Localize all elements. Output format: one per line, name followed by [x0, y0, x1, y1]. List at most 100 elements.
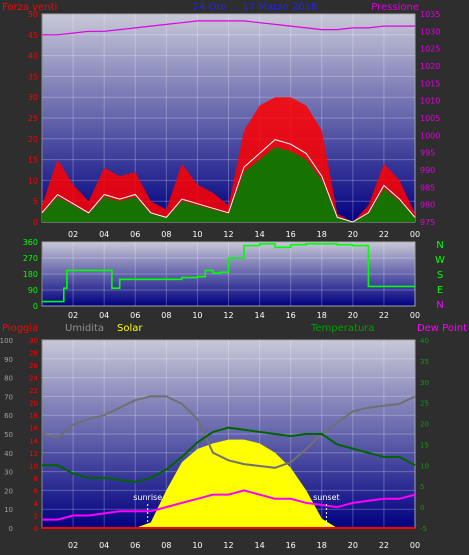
rain-tick-label: 22 — [29, 387, 38, 395]
humidity-series — [41, 395, 416, 469]
x-tick-label: 02 — [68, 541, 78, 550]
pressure-tick-label: 1010 — [420, 97, 440, 106]
x-tick-label: 14 — [254, 230, 264, 239]
pressure-tick-label: 1000 — [420, 131, 440, 140]
temperature-tick-label: 40 — [420, 337, 429, 345]
x-tick-label: 06 — [130, 541, 140, 550]
pressure-tick-label: 975 — [420, 218, 435, 227]
x-tick-label: 08 — [161, 541, 171, 550]
wind-tick-label: 10 — [28, 176, 38, 185]
x-tick-label: 18 — [317, 230, 327, 239]
wind-average-series — [42, 147, 415, 222]
x-tick-label: 04 — [99, 230, 109, 239]
x-tick-label: 16 — [286, 541, 296, 550]
x-tick-label: 14 — [254, 311, 264, 320]
temperature-tick-label: 5 — [420, 483, 424, 491]
rain-axis-label: Pioggia — [2, 323, 38, 334]
x-tick-label: 16 — [286, 311, 296, 320]
wind-tick-label: 45 — [28, 31, 38, 40]
x-tick-label: 02 — [68, 230, 78, 239]
x-tick-label: 18 — [317, 541, 327, 550]
x-tick-label: 12 — [223, 311, 233, 320]
x-tick-label: 04 — [99, 541, 109, 550]
x-tick-label: 20 — [348, 541, 358, 550]
wind-tick-label: 15 — [28, 156, 38, 165]
humidity-axis-label: Umidita — [65, 323, 104, 334]
wind-direction-series — [42, 243, 415, 303]
wind-tick-label: 5 — [33, 197, 38, 206]
pressure-series — [42, 20, 415, 36]
compass-label: W — [435, 255, 445, 266]
chart-title: 24 Ore ... 17 Marzo 2018 — [193, 2, 317, 13]
pressure-tick-label: 1030 — [420, 27, 440, 36]
pressure-axis-label: Pressione — [371, 2, 419, 13]
temperature-tick-label: 35 — [420, 358, 429, 366]
rain-tick-label: 8 — [34, 475, 38, 483]
solar-axis-label: Solar — [117, 323, 143, 334]
humidity-tick-label: 90 — [4, 356, 13, 364]
pressure-tick-label: 1035 — [420, 10, 440, 19]
x-tick-label: 06 — [130, 230, 140, 239]
wind-tick-label: 20 — [28, 135, 38, 144]
rain-tick-label: 30 — [29, 337, 38, 345]
pressure-tick-label: 985 — [420, 183, 435, 192]
x-tick-label: 12 — [223, 541, 233, 550]
pressure-tick-label: 990 — [420, 166, 435, 175]
x-tick-label: 10 — [192, 541, 202, 550]
x-tick-label: 04 — [99, 311, 109, 320]
x-tick-label: 14 — [254, 541, 264, 550]
x-tick-label: 10 — [192, 311, 202, 320]
rain-tick-label: 12 — [29, 450, 38, 458]
direction-plot-area — [41, 241, 416, 307]
humidity-tick-label: 20 — [4, 487, 13, 495]
pressure-tick-label: 980 — [420, 201, 435, 210]
x-tick-label: 00 — [410, 311, 420, 320]
x-tick-label: 18 — [317, 311, 327, 320]
rain-tick-label: 10 — [29, 462, 38, 470]
pressure-tick-label: 1005 — [420, 114, 440, 123]
rain-tick-label: 24 — [29, 375, 38, 383]
compass-label: E — [437, 285, 443, 296]
x-tick-label: 20 — [348, 311, 358, 320]
solar-series — [42, 439, 415, 528]
pressure-tick-label: 1015 — [420, 79, 440, 88]
wind-tick-label: 0 — [33, 218, 38, 227]
humidity-tick-label: 60 — [4, 412, 13, 420]
x-tick-label: 00 — [410, 541, 420, 550]
x-tick-label: 06 — [130, 311, 140, 320]
rain-tick-label: 6 — [34, 487, 39, 495]
rain-tick-label: 18 — [29, 412, 38, 420]
x-tick-label: 12 — [223, 230, 233, 239]
direction-tick-label: 270 — [23, 254, 38, 263]
wind-tick-label: 30 — [28, 93, 38, 102]
humidity-tick-label: 40 — [4, 450, 13, 458]
x-tick-label: 10 — [192, 230, 202, 239]
humidity-tick-label: 100 — [0, 337, 13, 345]
rain-tick-label: 14 — [29, 437, 38, 445]
x-tick-label: 20 — [348, 230, 358, 239]
x-tick-label: 22 — [379, 541, 389, 550]
pressure-tick-label: 1025 — [420, 45, 440, 54]
temperature-tick-label: -5 — [420, 525, 427, 533]
temperature-tick-label: 25 — [420, 400, 429, 408]
x-tick-label: 00 — [410, 230, 420, 239]
sunset-label: sunset — [313, 493, 340, 502]
rain-tick-label: 26 — [29, 362, 38, 370]
direction-tick-label: 180 — [23, 270, 38, 279]
rain-tick-label: 20 — [29, 400, 38, 408]
rain-tick-label: 4 — [34, 500, 39, 508]
temperature-tick-label: 30 — [420, 379, 429, 387]
temperature-series — [42, 426, 416, 484]
humidity-tick-label: 10 — [4, 506, 13, 514]
temperature-tick-label: 0 — [420, 504, 424, 512]
x-tick-label: 08 — [161, 311, 171, 320]
pressure-tick-label: 1020 — [420, 62, 440, 71]
humidity-tick-label: 70 — [4, 393, 13, 401]
temperature-tick-label: 20 — [420, 421, 429, 429]
wind-tick-label: 25 — [28, 114, 38, 123]
x-tick-label: 16 — [286, 230, 296, 239]
dewpoint-series — [42, 489, 416, 521]
dewpoint-axis-label: Dew Point — [417, 323, 467, 334]
compass-label: N — [436, 240, 443, 251]
